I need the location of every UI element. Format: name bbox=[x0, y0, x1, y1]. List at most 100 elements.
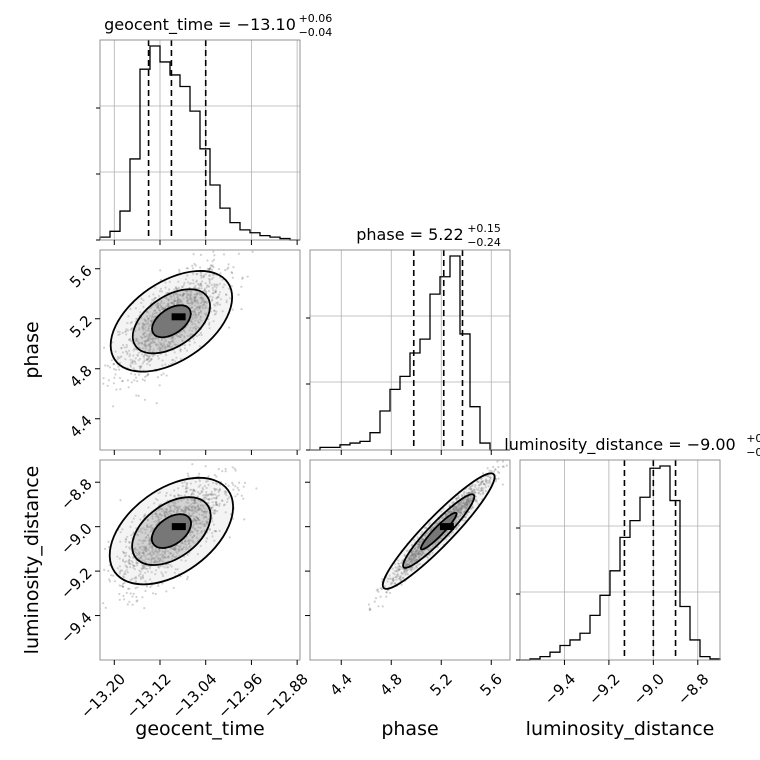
scatter-point bbox=[413, 559, 416, 562]
scatter-point bbox=[129, 322, 132, 325]
scatter-point bbox=[129, 563, 132, 566]
scatter-point bbox=[482, 487, 485, 490]
scatter-point bbox=[467, 491, 470, 495]
scatter-point bbox=[204, 300, 207, 304]
scatter-point bbox=[216, 303, 219, 306]
density-contour-2 bbox=[419, 511, 458, 551]
scatter-point bbox=[146, 339, 149, 342]
scatter-point bbox=[403, 570, 406, 573]
scatter-point bbox=[159, 343, 162, 346]
scatter-point bbox=[201, 280, 204, 283]
scatter-point bbox=[394, 562, 397, 566]
scatter-point bbox=[148, 539, 151, 542]
scatter-point bbox=[157, 557, 161, 560]
scatter-point bbox=[459, 503, 462, 506]
scatter-point bbox=[164, 515, 167, 518]
scatter-points bbox=[367, 460, 508, 612]
scatter-point bbox=[200, 319, 203, 322]
scatter-point bbox=[142, 566, 145, 569]
scatter-point bbox=[123, 598, 126, 601]
scatter-point bbox=[480, 480, 484, 483]
scatter-point bbox=[198, 307, 201, 310]
scatter-point bbox=[177, 549, 180, 553]
scatter-point bbox=[415, 564, 418, 568]
scatter-point bbox=[140, 297, 143, 300]
scatter-point bbox=[466, 492, 469, 495]
scatter-point bbox=[201, 504, 204, 507]
scatter-point bbox=[150, 545, 153, 548]
scatter-point bbox=[368, 607, 371, 610]
scatter-point bbox=[210, 265, 213, 268]
scatter-point bbox=[406, 561, 409, 564]
scatter-point bbox=[178, 270, 181, 274]
scatter-point bbox=[197, 321, 200, 324]
scatter-point bbox=[153, 297, 156, 300]
scatter-point bbox=[208, 278, 212, 281]
scatter-point bbox=[458, 511, 461, 514]
scatter-point bbox=[464, 516, 467, 519]
scatter-point bbox=[207, 277, 211, 280]
scatter-point bbox=[131, 360, 134, 363]
scatter-point bbox=[158, 290, 162, 293]
scatter-point bbox=[171, 336, 174, 339]
scatter-point bbox=[186, 553, 189, 557]
scatter-point bbox=[141, 327, 144, 330]
scatter-point bbox=[185, 489, 188, 493]
scatter-point bbox=[134, 339, 137, 342]
scatter-point bbox=[470, 507, 473, 510]
scatter-point bbox=[205, 301, 208, 304]
scatter-point bbox=[144, 344, 147, 347]
scatter-point bbox=[108, 366, 111, 369]
scatter-point bbox=[143, 539, 146, 542]
scatter-point bbox=[141, 342, 144, 346]
scatter-point bbox=[192, 519, 195, 522]
scatter-point bbox=[185, 508, 188, 511]
scatter-point bbox=[405, 572, 408, 575]
scatter-point bbox=[161, 307, 164, 310]
scatter-point bbox=[204, 314, 208, 317]
scatter-point bbox=[127, 587, 130, 590]
scatter-point bbox=[127, 560, 130, 564]
scatter-point bbox=[186, 274, 189, 277]
scatter-point bbox=[216, 296, 219, 299]
scatter-point bbox=[121, 379, 124, 382]
scatter-point bbox=[459, 514, 462, 517]
scatter-point bbox=[192, 272, 195, 275]
scatter-point bbox=[420, 540, 423, 543]
scatter-point bbox=[484, 480, 487, 483]
scatter-point bbox=[192, 337, 195, 340]
scatter-point bbox=[190, 282, 193, 285]
scatter-point bbox=[413, 553, 416, 556]
scatter-point bbox=[172, 301, 175, 304]
scatter-point bbox=[203, 524, 206, 528]
scatter-point bbox=[197, 507, 201, 510]
scatter-point bbox=[121, 351, 125, 354]
scatter-point bbox=[143, 340, 146, 343]
scatter-point bbox=[121, 569, 124, 572]
scatter-point bbox=[214, 511, 217, 514]
scatter-point bbox=[147, 311, 150, 314]
scatter-point bbox=[185, 546, 188, 549]
scatter-point bbox=[176, 299, 179, 302]
scatter-point bbox=[457, 506, 460, 509]
xtick-label-phase: 5.2 bbox=[426, 670, 456, 700]
scatter-point bbox=[463, 506, 466, 509]
scatter-point bbox=[421, 538, 424, 541]
scatter-point bbox=[199, 253, 202, 256]
scatter-point bbox=[189, 294, 192, 297]
scatter-point bbox=[169, 343, 172, 346]
scatter-point bbox=[213, 283, 216, 286]
scatter-point bbox=[191, 310, 194, 313]
scatter-point bbox=[135, 561, 138, 565]
scatter-point bbox=[212, 250, 215, 253]
scatter-point bbox=[150, 316, 153, 319]
scatter-point bbox=[194, 317, 197, 320]
scatter-point bbox=[187, 511, 190, 515]
scatter-point bbox=[149, 552, 152, 555]
scatter-point bbox=[219, 276, 222, 279]
scatter-point bbox=[169, 296, 172, 299]
scatter-point bbox=[400, 562, 403, 565]
scatter-point bbox=[196, 282, 199, 285]
scatter-point bbox=[456, 505, 460, 508]
scatter-point bbox=[475, 500, 478, 503]
